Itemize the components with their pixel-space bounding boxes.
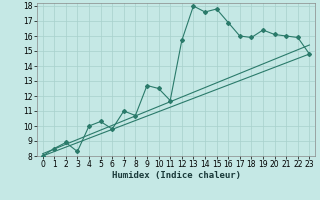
- X-axis label: Humidex (Indice chaleur): Humidex (Indice chaleur): [111, 171, 241, 180]
